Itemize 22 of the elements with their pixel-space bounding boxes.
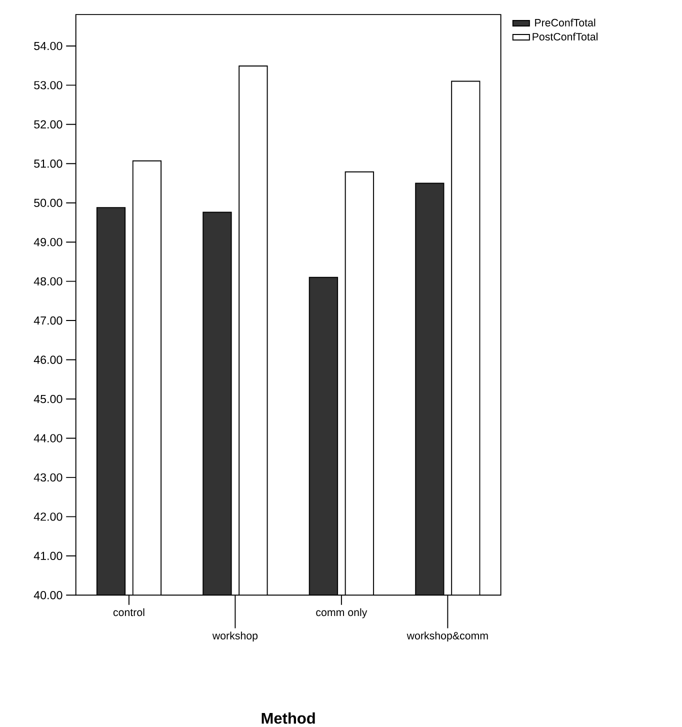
y-tick-label: 44.00 — [34, 434, 62, 442]
y-tick-label: 45.00 — [34, 394, 62, 404]
y-tick-label: 47.00 — [34, 316, 62, 325]
y-tick-label: 41.00 — [34, 552, 62, 560]
y-tick-label: 51.00 — [34, 160, 62, 168]
y-tick-label: 46.00 — [34, 356, 62, 364]
x-tick-label: comm only — [316, 608, 368, 618]
y-tick-label: 49.00 — [34, 238, 62, 246]
y-tick-label: 43.00 — [34, 473, 62, 482]
x-axis-title: Method — [262, 712, 316, 724]
legend-label: PostConfTotal — [532, 32, 598, 40]
y-tick-label: 53.00 — [34, 81, 62, 90]
y-tick-label: 50.00 — [34, 198, 62, 207]
y-tick-label: 54.00 — [34, 42, 62, 50]
legend-label: PreConfTotal — [535, 18, 596, 26]
y-tick-label: 52.00 — [34, 120, 62, 129]
y-tick-label: 40.00 — [34, 591, 62, 600]
y-tick-label: 42.00 — [34, 512, 62, 521]
x-tick-label: workshop&comm — [406, 632, 488, 642]
x-tick-label: workshop — [212, 632, 258, 642]
y-tick-label: 48.00 — [34, 277, 62, 286]
x-tick-label: control — [114, 608, 144, 616]
